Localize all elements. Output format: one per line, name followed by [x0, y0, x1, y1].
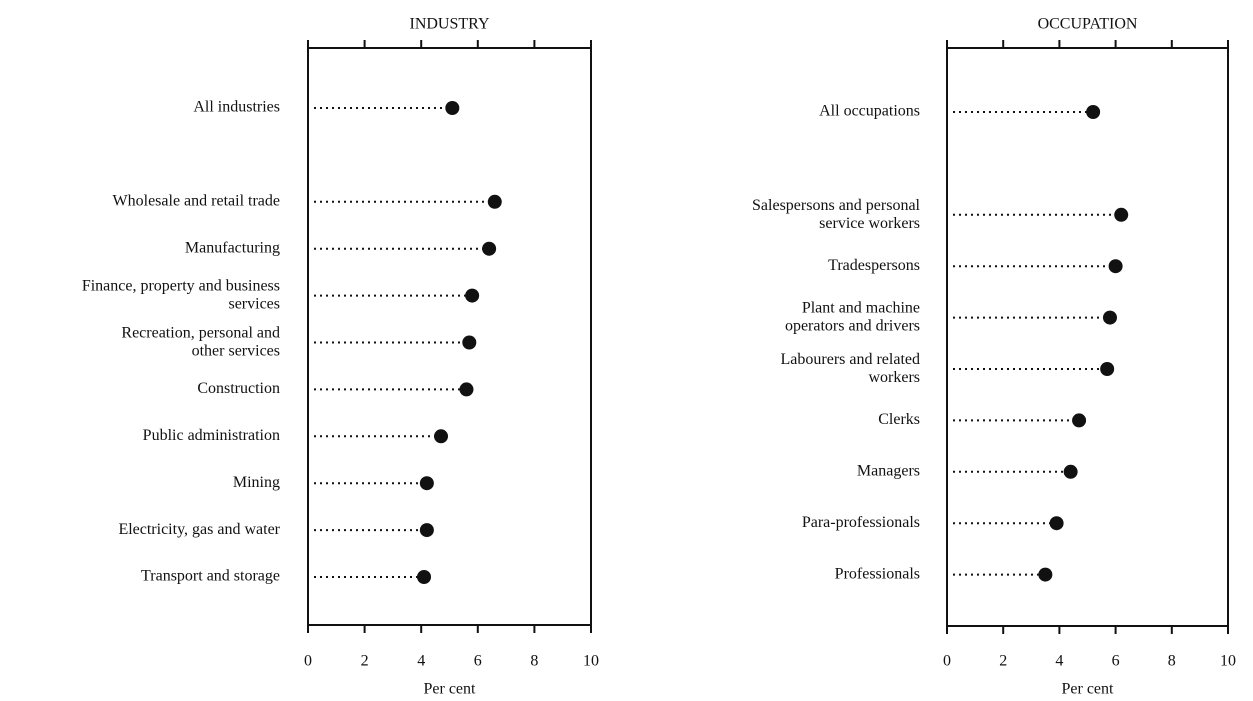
category-label: Plant and machine operators and drivers [785, 299, 920, 334]
category-label: Para-professionals [802, 514, 920, 531]
x-tick-label: 0 [304, 653, 312, 670]
category-label: Wholesale and retail trade [113, 192, 280, 209]
x-tick-label: 8 [530, 653, 538, 670]
category-label: All industries [193, 99, 280, 116]
dot [1100, 362, 1115, 376]
category-label: Salespersons and personal service workers [752, 196, 921, 231]
x-tick-label: 6 [474, 653, 482, 670]
x-tick-label: 8 [1168, 653, 1176, 670]
dot [482, 241, 497, 256]
x-tick-label: 2 [999, 653, 1007, 670]
x-axis-label: Per cent [1062, 681, 1115, 698]
category-label: Labourers and related workers [781, 351, 920, 386]
dot [445, 101, 460, 115]
dot [462, 335, 477, 350]
plot-frame [946, 47, 1229, 627]
dot [1072, 413, 1087, 428]
plot-frame [307, 47, 592, 626]
dot [1108, 259, 1123, 274]
category-label: Construction [197, 380, 280, 397]
dot [465, 288, 480, 303]
chart-title: OCCUPATION [1038, 16, 1138, 33]
category-label: Manufacturing [185, 239, 280, 256]
category-label: Finance, property and business services [82, 277, 280, 312]
dot [419, 523, 434, 538]
category-label: Mining [233, 474, 280, 491]
dot [1063, 464, 1078, 479]
category-label: Transport and storage [141, 568, 280, 585]
dot [1038, 567, 1053, 582]
category-label: Public administration [143, 427, 280, 444]
x-axis-label: Per cent [424, 681, 477, 698]
category-label: Tradespersons [828, 257, 920, 274]
dot [1102, 310, 1117, 325]
dot [1114, 207, 1129, 222]
dot [459, 382, 474, 397]
category-label: Managers [857, 462, 920, 479]
x-tick-label: 0 [943, 653, 951, 670]
x-tick-label: 10 [1220, 653, 1236, 670]
dot [419, 476, 434, 491]
dot [487, 194, 502, 209]
category-label: Clerks [878, 411, 920, 428]
x-tick-label: 10 [583, 653, 599, 670]
x-tick-label: 4 [1055, 653, 1063, 670]
dot [1049, 516, 1064, 531]
dot [1086, 105, 1101, 119]
dot [417, 570, 432, 584]
category-label: Electricity, gas and water [118, 521, 280, 538]
x-tick-label: 4 [417, 653, 425, 670]
category-label: All occupations [819, 103, 920, 120]
category-label: Recreation, personal and other services [121, 324, 280, 359]
chart-title: INDUSTRY [409, 16, 489, 33]
x-tick-label: 6 [1112, 653, 1120, 670]
x-tick-label: 2 [361, 653, 369, 670]
dot [434, 429, 449, 444]
category-label: Professionals [835, 565, 920, 582]
